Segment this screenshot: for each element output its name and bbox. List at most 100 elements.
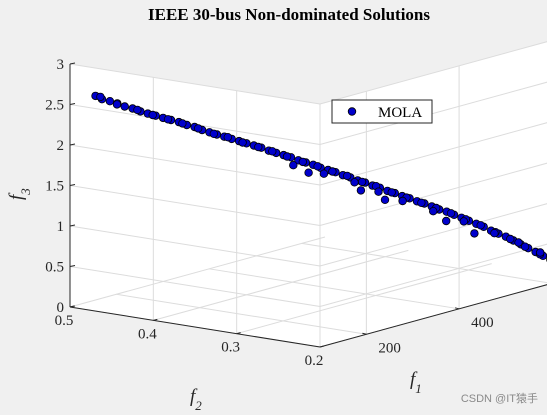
tick-labels: 00.511.522.530.50.40.30.2200400600	[45, 57, 494, 369]
x-tick-label: 200	[378, 340, 401, 356]
gridline-x	[209, 268, 460, 310]
scatter-point	[112, 100, 122, 109]
z-tick	[69, 143, 76, 146]
gridline-y	[69, 236, 326, 308]
scatter-point	[417, 198, 426, 207]
scatter-point	[223, 132, 232, 142]
gridline-x	[301, 242, 547, 284]
z-tick	[69, 265, 76, 267]
gridline-z	[69, 185, 321, 226]
z-tick-label: 2.5	[45, 98, 64, 114]
gridline-z	[319, 162, 547, 226]
scatter-point	[209, 129, 218, 138]
gridline-z	[319, 81, 547, 145]
scatter-point	[238, 138, 247, 147]
gridline-z	[69, 144, 321, 186]
axes	[69, 62, 547, 348]
x-axis-line	[319, 284, 547, 348]
z-tick-label: 0.5	[45, 260, 64, 276]
scatter-point	[105, 96, 115, 106]
scatter-point	[380, 195, 390, 204]
y-tick	[319, 345, 325, 348]
scatter-point	[120, 102, 129, 111]
scatter-point	[446, 209, 456, 218]
y-tick	[69, 305, 75, 308]
grid	[69, 41, 547, 348]
x-tick-label: 400	[471, 315, 494, 331]
scatter-point	[476, 221, 485, 230]
gridline-z	[319, 122, 547, 186]
back-wall	[320, 41, 547, 347]
z-tick-label: 1	[57, 219, 65, 235]
z-tick	[69, 103, 76, 105]
scatter-point	[357, 177, 367, 187]
z-tick-label: 0	[57, 300, 65, 316]
y-tick	[153, 318, 158, 321]
gridline-x	[116, 293, 367, 335]
scatter-point	[304, 168, 313, 177]
legend: MOLA	[331, 99, 433, 124]
y-tick	[236, 332, 241, 335]
gridline-z	[319, 41, 547, 105]
y-tick-label: 0.4	[138, 326, 157, 342]
data-points	[91, 91, 547, 263]
scatter-point	[506, 234, 515, 244]
scatter-point	[374, 187, 383, 196]
z-tick	[69, 62, 76, 65]
scatter-point	[96, 92, 105, 102]
scatter-point	[282, 152, 292, 161]
z-tick	[69, 184, 76, 186]
scatter-point	[459, 217, 468, 226]
legend-marker	[347, 107, 357, 116]
scatter-point	[313, 162, 322, 171]
gridline-z	[69, 225, 321, 267]
y-axis-label: f2	[190, 386, 202, 413]
x-tick	[454, 307, 460, 310]
scatter-point	[470, 229, 479, 238]
scatter-point	[178, 119, 187, 128]
z-tick-label: 3	[57, 57, 65, 73]
scatter-point	[193, 124, 203, 133]
scatter-point	[163, 115, 173, 124]
scatter-point	[254, 142, 263, 152]
z-axis-label: f3	[6, 188, 33, 200]
gridline-z	[69, 266, 321, 307]
scatter-point	[387, 188, 396, 197]
y-axis-line	[69, 306, 321, 348]
x-tick	[362, 332, 367, 335]
scatter-point	[490, 228, 499, 238]
scatter-point	[133, 105, 142, 115]
gridline-y	[236, 263, 492, 335]
scatter-point	[268, 147, 277, 156]
y-tick-label: 0.5	[55, 313, 74, 329]
x-axis-label: f1	[410, 369, 422, 396]
scatter-point	[289, 160, 298, 170]
scatter-point	[298, 157, 307, 167]
y-tick-label: 0.3	[221, 340, 240, 356]
gridline-y	[153, 249, 409, 321]
scatter-point	[356, 186, 366, 195]
legend-box	[331, 99, 433, 124]
scatter-point	[442, 216, 451, 226]
scatter-point	[343, 171, 352, 181]
gridline-z	[319, 203, 547, 267]
z-tick	[69, 224, 76, 227]
y-tick-label: 0.2	[305, 353, 324, 369]
scatter-point	[398, 196, 407, 206]
z-tick-label: 2	[57, 138, 65, 154]
chart-title: IEEE 30-bus Non-dominated Solutions	[148, 5, 430, 24]
scatter-point	[536, 248, 545, 257]
scatter-point	[429, 206, 438, 216]
z-tick-label: 1.5	[45, 179, 64, 195]
watermark: CSDN @IT猿手	[461, 391, 538, 405]
legend-entry-mola: MOLA	[378, 105, 422, 121]
scatter-point	[328, 167, 337, 176]
gridline-z	[69, 63, 321, 105]
scatter-point	[350, 178, 359, 187]
scatter-point	[520, 242, 530, 251]
gridline-z	[319, 243, 547, 307]
scatter-point	[319, 169, 329, 178]
scatter-point	[148, 110, 157, 120]
scatter-point	[514, 238, 523, 247]
